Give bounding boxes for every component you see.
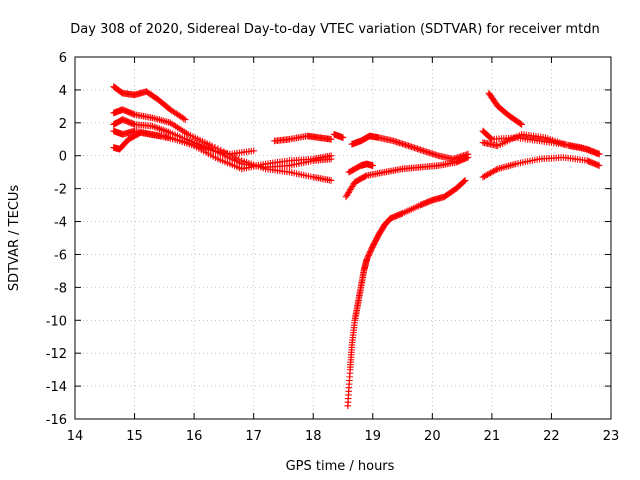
data-point xyxy=(181,116,189,123)
data-point xyxy=(490,168,497,175)
plot-frame xyxy=(74,56,612,420)
x-tick-label: 23 xyxy=(603,429,620,444)
y-tick-label: -4 xyxy=(54,216,67,231)
y-axis-label: SDTVAR / TECUs xyxy=(7,185,22,292)
y-tick-label: -8 xyxy=(54,281,67,296)
data-point xyxy=(484,171,491,178)
tick-labels: 14 15 16 17 18 19 20 21 22 23-16-14-12-10-8-6-4-2… xyxy=(46,51,620,444)
data-point xyxy=(518,121,525,128)
data-points xyxy=(110,83,603,410)
data-point xyxy=(487,135,495,142)
data-point xyxy=(369,162,377,169)
x-tick-label: 16 xyxy=(186,429,203,444)
data-point xyxy=(208,142,216,150)
y-tick-label: -12 xyxy=(46,347,67,362)
x-tick-label: 22 xyxy=(543,429,560,444)
x-tick-label: 18 xyxy=(305,429,322,444)
series-arc-1 xyxy=(110,83,189,123)
data-point xyxy=(327,177,335,184)
data-point xyxy=(481,172,488,180)
y-tick-label: -14 xyxy=(46,380,67,395)
y-tick-label: -6 xyxy=(54,248,67,263)
y-tick-label: -2 xyxy=(54,183,67,198)
series-arc-8 xyxy=(348,132,472,163)
data-point xyxy=(493,166,500,174)
data-point xyxy=(482,172,490,179)
data-point xyxy=(180,115,187,122)
series-arc-6 xyxy=(271,132,335,145)
chart-title: Day 308 of 2020, Sidereal Day-to-day VTE… xyxy=(70,22,599,37)
data-point xyxy=(595,150,603,158)
y-tick-label: 4 xyxy=(59,84,67,99)
data-point xyxy=(479,173,487,181)
y-tick-label: -10 xyxy=(46,314,67,329)
series-arc-12 xyxy=(485,89,525,128)
data-point xyxy=(464,154,472,161)
y-tick-label: 0 xyxy=(59,150,67,165)
series-arc-10 xyxy=(345,160,377,176)
data-point xyxy=(517,120,524,127)
data-point xyxy=(460,177,468,185)
x-tick-label: 17 xyxy=(245,429,262,444)
data-point xyxy=(250,147,257,155)
gridlines xyxy=(75,57,611,419)
data-point xyxy=(232,154,240,162)
data-point xyxy=(339,134,347,141)
y-tick-label: 6 xyxy=(59,51,67,66)
data-point xyxy=(327,135,335,143)
data-point xyxy=(488,168,496,176)
x-tick-label: 14 xyxy=(67,429,84,444)
y-tick-label: 2 xyxy=(59,117,67,132)
series-arc-9 xyxy=(342,154,472,201)
data-point xyxy=(491,167,499,174)
x-tick-label: 20 xyxy=(424,429,441,444)
series-arc-14 xyxy=(479,131,603,158)
data-point xyxy=(327,152,335,160)
y-tick-label: -16 xyxy=(46,413,67,428)
x-axis-label: GPS time / hours xyxy=(286,459,395,474)
x-tick-label: 21 xyxy=(484,429,501,444)
series-arc-5 xyxy=(110,129,257,158)
series-arc-15 xyxy=(479,154,603,181)
data-point xyxy=(362,172,369,180)
x-tick-label: 19 xyxy=(365,429,382,444)
series-arc-11 xyxy=(344,177,469,410)
data-point xyxy=(461,177,469,184)
series-arc-7 xyxy=(330,131,347,141)
tick-marks xyxy=(74,56,612,420)
data-point xyxy=(595,162,603,169)
series-arc-2 xyxy=(110,106,335,184)
data-point xyxy=(487,169,494,177)
x-tick-label: 15 xyxy=(126,429,143,444)
data-point xyxy=(485,170,493,178)
